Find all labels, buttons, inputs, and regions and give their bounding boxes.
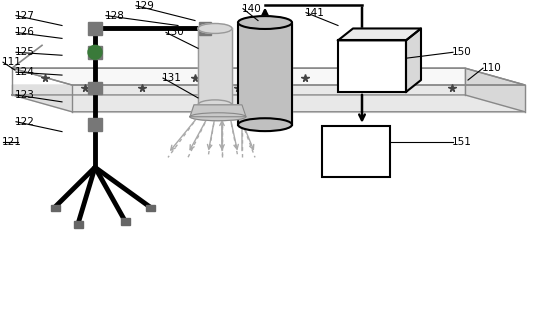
Bar — [322, 126, 390, 177]
Bar — [199, 22, 211, 35]
Polygon shape — [190, 105, 246, 117]
Ellipse shape — [190, 113, 246, 121]
Text: 129: 129 — [135, 1, 155, 11]
Polygon shape — [338, 29, 421, 40]
Text: 151: 151 — [452, 136, 472, 147]
Bar — [146, 205, 155, 211]
Polygon shape — [12, 68, 525, 85]
Polygon shape — [406, 29, 421, 92]
Polygon shape — [198, 29, 232, 105]
Bar — [50, 205, 60, 211]
Text: 124: 124 — [15, 67, 35, 77]
Polygon shape — [72, 85, 525, 112]
Text: 123: 123 — [15, 90, 35, 100]
Text: 130: 130 — [165, 28, 185, 37]
Ellipse shape — [198, 24, 232, 33]
Ellipse shape — [238, 118, 292, 131]
Text: 140: 140 — [242, 4, 262, 14]
Ellipse shape — [238, 16, 292, 29]
Text: 141: 141 — [305, 8, 325, 18]
Bar — [338, 40, 406, 92]
Text: 127: 127 — [15, 10, 35, 21]
Bar — [88, 82, 102, 94]
Polygon shape — [238, 23, 292, 125]
Bar — [73, 221, 82, 228]
Circle shape — [88, 45, 102, 59]
Polygon shape — [465, 68, 525, 112]
Text: 150: 150 — [452, 47, 472, 57]
Text: 121: 121 — [2, 136, 22, 147]
Text: 126: 126 — [15, 28, 35, 37]
Polygon shape — [12, 85, 72, 112]
Bar — [88, 22, 102, 35]
Bar — [120, 218, 130, 225]
Text: 125: 125 — [15, 47, 35, 57]
Text: 122: 122 — [15, 117, 35, 127]
Text: 131: 131 — [162, 73, 182, 83]
Text: 128: 128 — [105, 10, 125, 21]
Bar — [88, 46, 102, 59]
Bar — [88, 118, 102, 131]
Text: 110: 110 — [482, 63, 502, 73]
Ellipse shape — [198, 100, 232, 110]
Text: 111: 111 — [2, 57, 22, 67]
